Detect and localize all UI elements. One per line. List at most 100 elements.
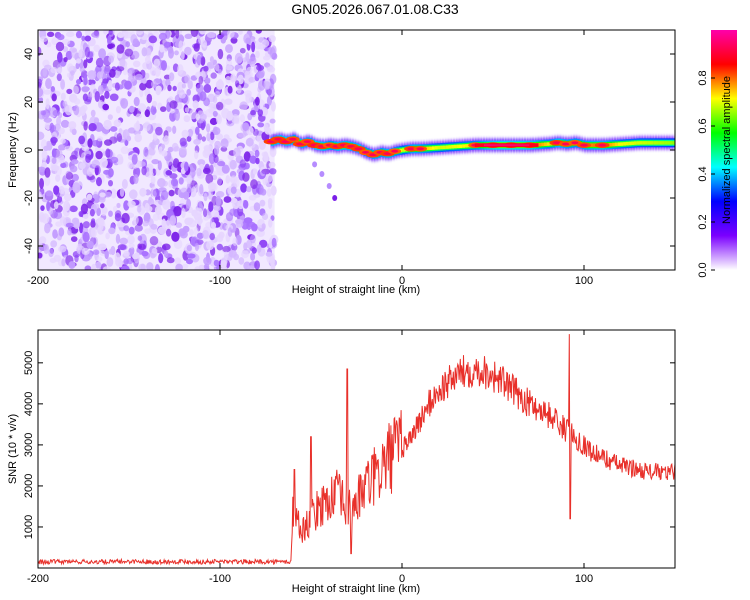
noise-speckle <box>81 86 90 93</box>
noise-speckle <box>261 223 266 230</box>
noise-speckle <box>69 70 75 76</box>
noise-speckle <box>83 121 88 131</box>
noise-speckle <box>46 140 52 148</box>
noise-speckle <box>225 44 233 54</box>
noise-speckle <box>109 126 118 132</box>
noise-speckle <box>115 233 121 244</box>
noise-speckle <box>40 205 45 212</box>
noise-speckle <box>248 76 256 83</box>
noise-speckle <box>171 231 180 242</box>
noise-speckle <box>200 56 206 66</box>
noise-speckle <box>45 98 50 110</box>
noise-speckle <box>130 246 135 255</box>
noise-speckle <box>249 234 256 244</box>
noise-speckle <box>239 159 246 168</box>
ridge-inner-band <box>642 141 646 145</box>
noise-speckle <box>253 202 261 212</box>
noise-speckle <box>75 62 80 70</box>
noise-speckle <box>183 115 191 123</box>
noise-speckle <box>150 176 156 185</box>
noise-speckle <box>76 243 83 251</box>
noise-speckle <box>148 35 157 44</box>
noise-speckle <box>210 72 217 79</box>
ridge-peak <box>416 147 425 151</box>
noise-speckle <box>184 107 189 113</box>
noise-speckle <box>213 205 221 212</box>
noise-speckle <box>183 191 190 200</box>
noise-speckle <box>250 110 256 116</box>
noise-speckle <box>217 161 226 167</box>
noise-speckle <box>198 200 203 208</box>
noise-speckle <box>78 49 83 58</box>
x-tick-label: -200 <box>27 275 49 287</box>
noise-speckle <box>46 200 51 211</box>
noise-speckle <box>71 173 79 182</box>
noise-speckle <box>225 65 233 71</box>
noise-speckle <box>194 266 201 270</box>
noise-speckle <box>127 200 136 208</box>
noise-speckle <box>92 249 100 255</box>
noise-speckle <box>163 135 170 145</box>
noise-speckle <box>38 252 43 259</box>
noise-speckle <box>175 263 183 270</box>
ridge-inner-band <box>544 142 547 146</box>
noise-speckle <box>161 243 171 251</box>
noise-speckle <box>60 138 66 144</box>
noise-speckle <box>263 81 271 90</box>
ridge-inner-band <box>456 144 460 149</box>
noise-speckle <box>165 30 171 39</box>
noise-speckle <box>181 263 189 269</box>
noise-speckle <box>165 170 173 176</box>
ridge-peak <box>407 147 415 151</box>
y-tick-label: 20 <box>23 96 35 108</box>
noise-speckle <box>203 192 208 202</box>
noise-speckle <box>247 112 253 121</box>
noise-speckle <box>172 158 180 169</box>
noise-speckle <box>65 31 75 38</box>
ridge-inner-band <box>442 145 446 150</box>
noise-speckle <box>169 200 175 211</box>
noise-speckle <box>102 82 107 89</box>
ridge-inner-band <box>538 142 542 147</box>
noise-speckle <box>207 190 214 200</box>
noise-speckle <box>202 42 207 49</box>
snr-series <box>38 334 675 566</box>
ridge-inner-band <box>672 141 675 145</box>
noise-speckle <box>157 241 163 248</box>
noise-speckle <box>244 90 252 98</box>
noise-speckle <box>151 80 157 89</box>
noise-speckle <box>51 148 57 158</box>
noise-speckle <box>257 122 265 128</box>
noise-speckle <box>179 137 187 147</box>
noise-speckle <box>98 219 104 231</box>
ridge-inner-band <box>628 141 632 146</box>
noise-speckle <box>108 168 114 178</box>
noise-speckle <box>242 172 250 182</box>
ridge-inner-band <box>650 141 654 145</box>
y-tick-label: -20 <box>23 190 35 206</box>
noise-speckle <box>73 105 80 116</box>
noise-speckle <box>103 119 112 130</box>
noise-speckle <box>102 266 111 270</box>
noise-speckle <box>193 43 200 52</box>
noise-speckle <box>132 38 139 45</box>
noise-speckle <box>203 65 209 72</box>
noise-speckle <box>271 237 277 248</box>
noise-speckle <box>154 264 160 270</box>
noise-speckle <box>168 72 175 82</box>
noise-speckle <box>179 230 188 239</box>
noise-speckle <box>94 165 101 176</box>
colorbar-tick-label: 0.0 <box>697 262 709 277</box>
noise-speckle <box>38 131 45 140</box>
ridge-inner-band <box>647 141 651 145</box>
noise-speckle <box>123 225 130 232</box>
noise-speckle <box>117 244 127 251</box>
noise-speckle <box>151 159 160 165</box>
noise-speckle <box>208 182 216 192</box>
noise-speckle <box>217 69 223 75</box>
noise-speckle <box>65 222 74 228</box>
noise-speckle <box>216 243 223 251</box>
x-tick-label: -200 <box>27 573 49 585</box>
noise-speckle <box>43 89 52 95</box>
